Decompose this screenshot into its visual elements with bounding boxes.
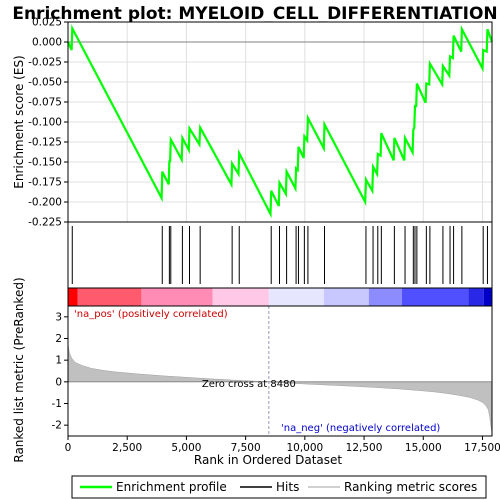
es-y-tick-label: -0.125 — [28, 137, 62, 149]
zero-cross-annotation: Zero cross at 8480 — [202, 379, 296, 390]
legend-item-hits: Hits — [240, 480, 299, 494]
x-tick-label: 7,500 — [231, 442, 261, 454]
x-axis: 0 2,500 5,000 7,500 10,000 12,500 15,000 17,500 — [65, 436, 500, 454]
positive-correlation-label: 'na_pos' (positively correlated) — [74, 309, 228, 320]
x-tick-label: 12,500 — [346, 442, 383, 454]
ranking-color-bar — [68, 288, 492, 306]
es-y-tick-label: -0.225 — [28, 217, 62, 229]
legend-item-enrichment-profile: Enrichment profile — [80, 480, 227, 494]
es-y-axis: 0.025 0.000 -0.025 -0.050 -0.075 -0.100 -0.125… — [28, 17, 68, 229]
x-tick-label: 2,500 — [112, 442, 142, 454]
color-bar-band — [468, 288, 484, 306]
x-tick-label: 17,500 — [464, 442, 500, 454]
legend-item-ranking-metric-scores: Ranking metric scores — [308, 480, 477, 494]
metric-y-tick-label: 1 — [55, 355, 62, 367]
color-bar-band — [401, 288, 469, 306]
x-tick-label: 10,000 — [286, 442, 323, 454]
color-bar-band — [68, 288, 78, 306]
color-bar-band — [141, 288, 213, 306]
metric-y-tick-label: 2 — [55, 333, 62, 345]
x-axis-label: Rank in Ordered Dataset — [194, 453, 342, 467]
metric-y-label: Ranked list metric (PreRanked) — [12, 277, 26, 462]
x-tick-label: 5,000 — [171, 442, 201, 454]
ranking-metric-fill — [67, 342, 493, 434]
es-y-tick-label: -0.200 — [28, 197, 62, 209]
metric-y-tick-label: -1 — [52, 398, 62, 410]
es-y-tick-label: -0.100 — [28, 117, 62, 129]
x-tick-label: 15,000 — [405, 442, 442, 454]
es-y-tick-label: -0.050 — [28, 77, 62, 89]
legend-label: Ranking metric scores — [344, 480, 477, 494]
es-y-tick-label: 0.000 — [32, 37, 62, 49]
color-bar-band — [368, 288, 402, 306]
chart-title: Enrichment plot: MYELOID_CELL_DIFFERENTI… — [12, 4, 497, 24]
ranking-metric-area — [67, 342, 493, 434]
es-y-tick-label: 0.025 — [32, 17, 62, 29]
color-bar-band — [323, 288, 369, 306]
x-tick-label: 0 — [65, 442, 72, 454]
es-y-label: Enrichment score (ES) — [12, 55, 26, 188]
es-y-tick-label: -0.075 — [28, 97, 62, 109]
color-bar-band — [77, 288, 142, 306]
metric-y-tick-label: 0 — [55, 376, 62, 388]
metric-y-tick-label: -2 — [52, 420, 62, 432]
enrichment-profile-line — [66, 24, 494, 219]
metric-panel-frame — [67, 305, 493, 437]
negative-correlation-label: 'na_neg' (negatively correlated) — [281, 423, 440, 434]
color-bar-band — [268, 288, 324, 306]
metric-y-axis: 3 2 1 0 -1 -2 — [52, 311, 68, 432]
legend-box — [71, 475, 487, 499]
es-y-tick-label: -0.150 — [28, 157, 62, 169]
legend-label: Hits — [276, 480, 299, 494]
color-bar-band — [483, 288, 492, 306]
color-bar-band — [212, 288, 269, 306]
legend-label: Enrichment profile — [116, 480, 227, 494]
hits-panel — [71, 226, 488, 284]
metric-y-tick-label: 3 — [55, 311, 62, 323]
es-y-tick-label: -0.175 — [28, 177, 62, 189]
es-y-tick-label: -0.025 — [28, 57, 62, 69]
